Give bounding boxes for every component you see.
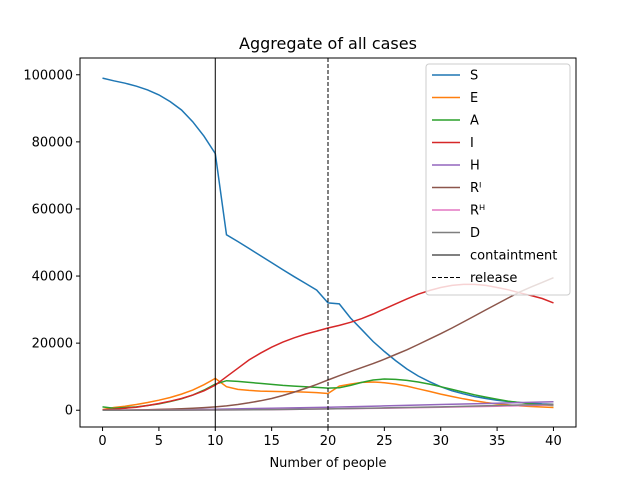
legend-label: H (470, 159, 480, 174)
y-tick-label: 0 (65, 404, 73, 419)
legend-box (425, 63, 571, 296)
y-axis-ticks: 0 20000 40000 60000 80000 100000 (23, 68, 80, 419)
x-tick-label: 15 (263, 434, 280, 449)
vertical-markers (214, 58, 329, 427)
y-tick-label: 20000 (32, 337, 73, 352)
legend-label: A (470, 114, 479, 129)
x-tick-label: 0 (98, 434, 106, 449)
legend-label: Rᴴ (470, 204, 485, 219)
x-tick-label: 30 (432, 434, 449, 449)
x-axis-label: Number of people (269, 456, 386, 471)
x-tick-label: 35 (489, 434, 506, 449)
legend-label: release (470, 271, 517, 286)
x-tick-label: 40 (545, 434, 562, 449)
legend-label: S (470, 69, 478, 84)
y-tick-label: 40000 (32, 270, 73, 285)
series-line-1 (102, 377, 554, 411)
x-axis-ticks: 0 5 10 15 20 25 30 35 40 (98, 427, 562, 449)
y-tick-label: 80000 (32, 135, 73, 150)
legend-label: containtment (470, 249, 557, 264)
legend-label: D (470, 226, 480, 241)
legend-label: I (470, 136, 474, 151)
legend-label: E (470, 91, 478, 106)
chart-title: Aggregate of all cases (239, 34, 417, 53)
x-tick-label: 25 (376, 434, 393, 449)
y-tick-label: 100000 (23, 68, 73, 83)
x-tick-label: 5 (155, 434, 163, 449)
y-tick-label: 60000 (32, 202, 73, 217)
x-tick-label: 20 (320, 434, 337, 449)
legend-label: Rᴵ (470, 181, 481, 196)
series-line-0 (102, 77, 554, 405)
x-tick-label: 10 (207, 434, 224, 449)
